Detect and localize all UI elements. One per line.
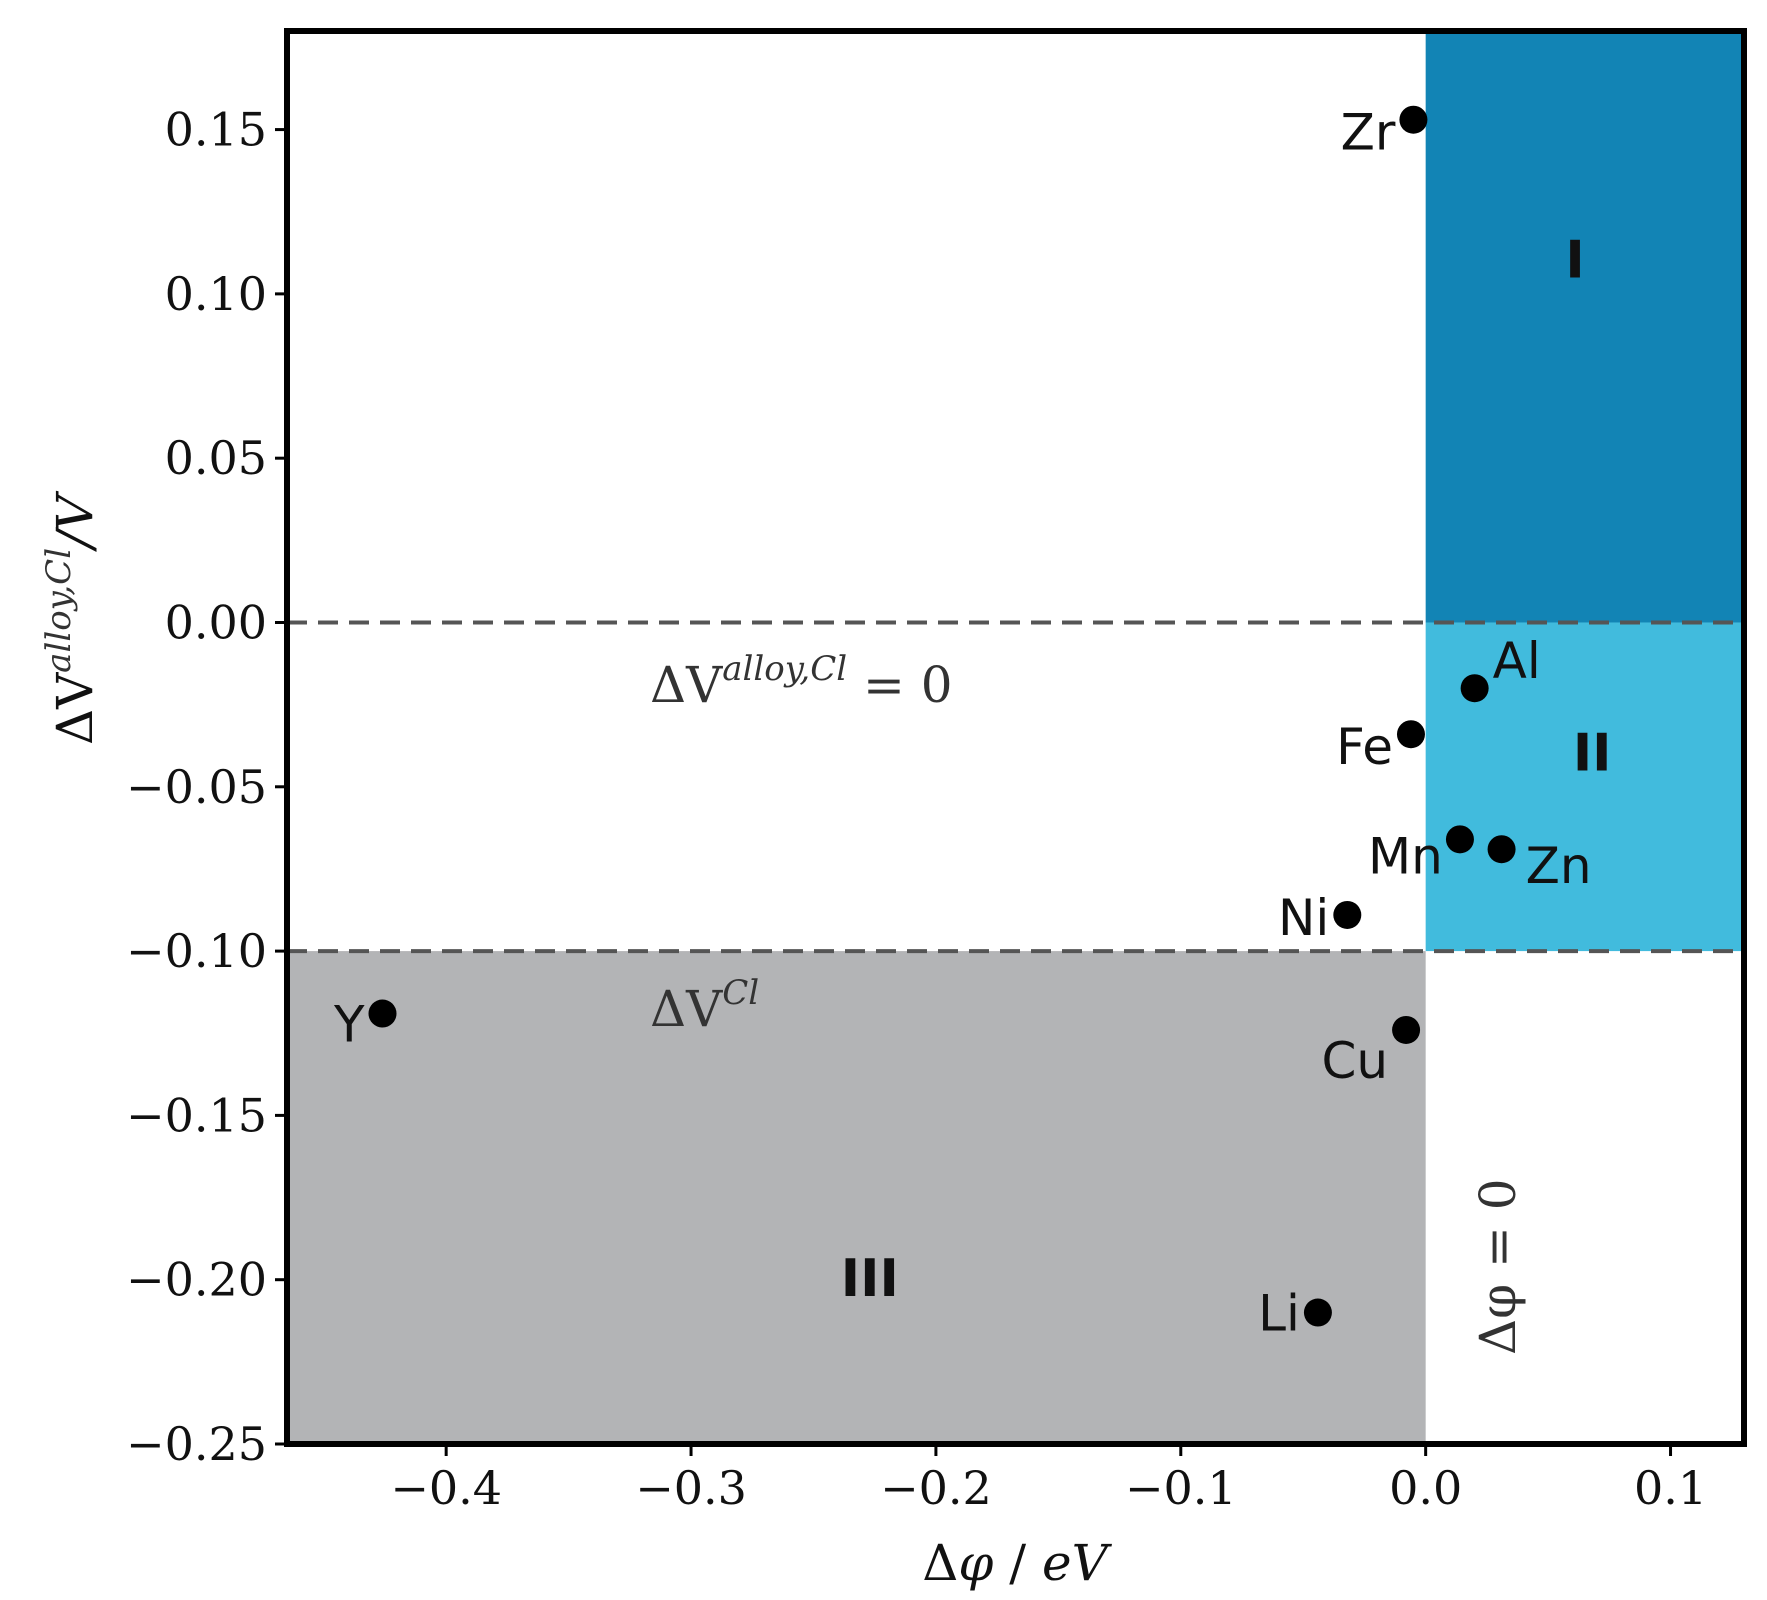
hline-zero-annotation: ΔValloy,Cl = 0 [650, 649, 953, 714]
point-label-al: Al [1493, 632, 1541, 690]
region-I-fill [1425, 31, 1744, 623]
y-tick-label: 0.15 [165, 103, 267, 157]
hline-minus-0.1-annotation: ΔVCl [650, 973, 759, 1038]
point-fe [1396, 720, 1425, 749]
x-tick-layer: −0.4 −0.3 −0.2 −0.1 0.0 0.1 [390, 1444, 1707, 1515]
point-label-cu: Cu [1321, 1032, 1388, 1090]
point-label-y: Y [333, 996, 365, 1054]
point-y [368, 999, 397, 1028]
y-tick-label: −0.05 [126, 760, 267, 814]
region-layer [287, 31, 1744, 1444]
point-li [1303, 1298, 1332, 1327]
point-label-zn: Zn [1526, 837, 1592, 895]
x-tick-label: −0.2 [880, 1461, 992, 1515]
y-tick-label: −0.20 [126, 1253, 267, 1307]
x-tick-label: 0.1 [1634, 1461, 1707, 1515]
x-tick-label: −0.4 [390, 1461, 502, 1515]
region-III-fill [287, 951, 1426, 1444]
point-label-mn: Mn [1368, 827, 1443, 885]
reference-line-layer [287, 620, 1744, 954]
point-label-li: Li [1258, 1285, 1300, 1343]
point-zn [1487, 835, 1516, 864]
y-tick-label: 0.05 [165, 431, 267, 485]
y-tick-layer: 0.15 0.10 0.05 0.00 −0.05 −0.10 −0.15 −0.20 −0.2… [126, 103, 287, 1471]
y-tick-label: 0.10 [165, 267, 267, 321]
vline-zero-annotation: Δφ = 0 [1469, 1178, 1527, 1355]
x-tick-label: 0.0 [1389, 1461, 1462, 1515]
point-mn [1445, 825, 1474, 854]
plot-frame [284, 28, 1747, 1447]
region-II-label: II [1573, 723, 1612, 783]
x-axis-label: Δφ / eV [922, 1534, 1112, 1592]
point-zr [1399, 105, 1428, 134]
point-label-fe: Fe [1336, 718, 1393, 776]
point-layer: Zr Al Fe Mn Zn Ni Y Cu Li [333, 104, 1592, 1343]
y-tick-label: −0.25 [126, 1417, 267, 1471]
y-axis-label: ΔValloy,Cl/V [39, 490, 104, 745]
region-I-label: I [1565, 230, 1584, 290]
point-label-ni: Ni [1278, 889, 1329, 947]
point-al [1460, 674, 1489, 703]
plot-border [284, 28, 1747, 1447]
point-label-zr: Zr [1341, 104, 1396, 162]
region-II-fill [1425, 622, 1744, 952]
point-ni [1333, 900, 1362, 929]
x-tick-label: −0.1 [1125, 1461, 1237, 1515]
y-tick-label: −0.15 [126, 1088, 267, 1142]
y-tick-label: −0.10 [126, 924, 267, 978]
y-tick-label: 0.00 [165, 595, 267, 649]
x-tick-label: −0.3 [635, 1461, 747, 1515]
point-cu [1392, 1015, 1421, 1044]
region-III-label: III [841, 1249, 899, 1309]
